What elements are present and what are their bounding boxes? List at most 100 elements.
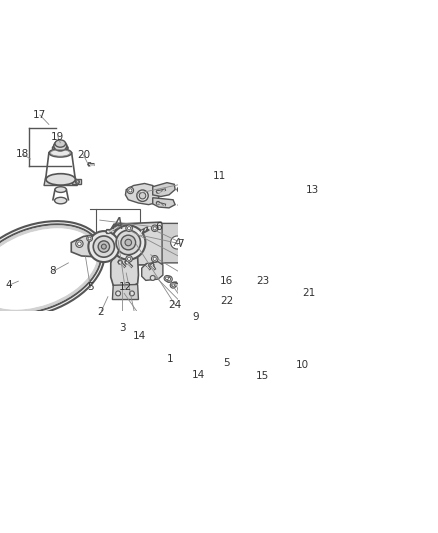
Circle shape: [121, 235, 136, 250]
Ellipse shape: [53, 144, 68, 152]
Polygon shape: [125, 260, 129, 264]
Text: A: A: [173, 238, 181, 247]
Polygon shape: [118, 260, 122, 264]
Polygon shape: [142, 262, 163, 280]
Polygon shape: [186, 279, 190, 282]
Circle shape: [129, 189, 132, 192]
Circle shape: [125, 239, 131, 246]
Text: 18: 18: [16, 149, 29, 159]
Text: 23: 23: [256, 276, 269, 286]
Text: 19: 19: [51, 132, 64, 142]
Circle shape: [116, 291, 120, 296]
Text: 2: 2: [98, 307, 104, 317]
Polygon shape: [126, 256, 132, 261]
Text: 24: 24: [169, 300, 182, 310]
Text: 8: 8: [49, 266, 56, 277]
Circle shape: [152, 255, 158, 262]
Polygon shape: [76, 241, 83, 247]
Circle shape: [116, 230, 141, 255]
Text: 16: 16: [219, 276, 233, 286]
Circle shape: [126, 225, 132, 231]
Ellipse shape: [0, 228, 97, 310]
Polygon shape: [113, 285, 138, 300]
Polygon shape: [124, 238, 129, 243]
Polygon shape: [125, 183, 159, 205]
Polygon shape: [156, 201, 159, 205]
Ellipse shape: [55, 140, 66, 147]
Text: 4: 4: [6, 280, 12, 290]
Circle shape: [87, 236, 92, 241]
Ellipse shape: [55, 197, 67, 204]
Circle shape: [88, 237, 91, 240]
Circle shape: [166, 277, 168, 280]
Text: 3: 3: [119, 323, 125, 333]
Polygon shape: [112, 227, 116, 230]
Polygon shape: [153, 183, 175, 197]
Polygon shape: [177, 188, 181, 191]
Polygon shape: [146, 263, 149, 266]
Polygon shape: [111, 253, 138, 289]
Circle shape: [111, 225, 145, 260]
Circle shape: [152, 225, 158, 231]
Text: 22: 22: [221, 296, 234, 306]
Text: 15: 15: [256, 371, 269, 381]
Polygon shape: [72, 180, 81, 184]
Polygon shape: [128, 188, 133, 192]
Text: 14: 14: [133, 331, 146, 341]
Ellipse shape: [55, 187, 67, 192]
Polygon shape: [152, 226, 158, 231]
Circle shape: [127, 257, 131, 261]
Polygon shape: [44, 177, 78, 185]
Circle shape: [75, 180, 79, 184]
Text: 11: 11: [212, 171, 226, 181]
Text: 17: 17: [33, 110, 46, 120]
Circle shape: [78, 242, 81, 246]
Polygon shape: [126, 226, 132, 231]
Polygon shape: [156, 190, 159, 193]
Polygon shape: [162, 223, 181, 263]
Ellipse shape: [49, 149, 71, 157]
Circle shape: [166, 276, 172, 282]
Polygon shape: [178, 203, 183, 207]
Polygon shape: [199, 276, 203, 280]
Polygon shape: [71, 235, 121, 257]
Circle shape: [172, 284, 174, 287]
Ellipse shape: [0, 221, 105, 317]
Circle shape: [153, 227, 156, 230]
Text: 10: 10: [296, 360, 309, 370]
Text: 13: 13: [306, 184, 319, 195]
Text: 12: 12: [118, 282, 132, 292]
Text: 14: 14: [192, 370, 205, 380]
Text: 20: 20: [77, 150, 90, 160]
Polygon shape: [151, 263, 154, 266]
Circle shape: [127, 227, 131, 230]
Text: 6: 6: [155, 222, 162, 232]
Text: 5: 5: [87, 282, 94, 292]
Circle shape: [76, 240, 83, 247]
Circle shape: [164, 276, 170, 281]
Circle shape: [98, 241, 110, 252]
Text: 1: 1: [167, 353, 173, 364]
Circle shape: [130, 291, 134, 296]
Polygon shape: [88, 163, 91, 166]
Polygon shape: [109, 222, 169, 265]
Text: 9: 9: [192, 312, 199, 322]
Text: A: A: [113, 217, 123, 232]
Circle shape: [102, 244, 106, 249]
Circle shape: [137, 190, 148, 201]
Polygon shape: [153, 198, 175, 208]
Text: 7: 7: [177, 239, 184, 249]
Ellipse shape: [54, 141, 67, 151]
Text: 21: 21: [302, 288, 315, 298]
Circle shape: [150, 276, 155, 280]
Bar: [95, 209, 141, 235]
Circle shape: [139, 192, 146, 199]
Polygon shape: [179, 196, 183, 199]
Circle shape: [127, 187, 134, 193]
Ellipse shape: [0, 224, 101, 313]
Text: 5: 5: [223, 358, 230, 368]
Circle shape: [167, 278, 171, 281]
Polygon shape: [173, 282, 177, 286]
Circle shape: [171, 236, 184, 249]
Circle shape: [76, 181, 78, 183]
